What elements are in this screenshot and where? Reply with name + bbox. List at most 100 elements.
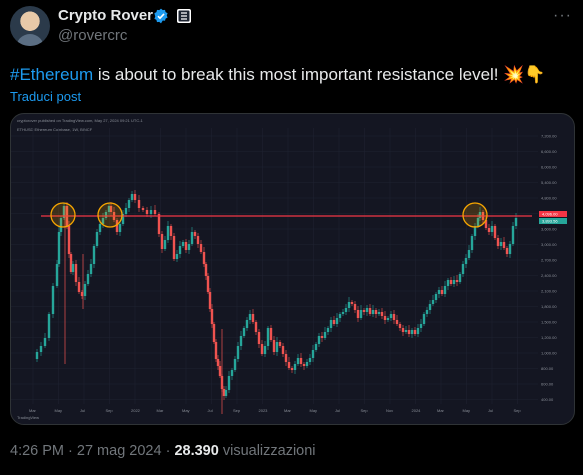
candle-body — [314, 344, 318, 350]
candle-body — [401, 328, 405, 332]
candle-body — [157, 214, 161, 234]
candle-body — [245, 320, 249, 328]
candle-body — [419, 324, 423, 328]
svg-text:3,893.56: 3,893.56 — [542, 219, 558, 224]
avatar[interactable] — [10, 6, 50, 46]
candle-body — [476, 218, 480, 226]
candle-body — [71, 264, 75, 272]
candle-body — [202, 252, 206, 264]
time-axis-label: Mar — [29, 408, 37, 413]
views-count: 28.390 — [174, 443, 219, 459]
candle-body — [67, 226, 71, 254]
candle-body — [458, 274, 462, 282]
candle-body — [508, 244, 512, 254]
tweet-time[interactable]: 4:26 PM — [10, 443, 64, 459]
time-axis-label: May — [463, 408, 471, 413]
candle-body — [440, 290, 444, 294]
candle-body — [83, 284, 87, 296]
candle-body — [389, 314, 393, 318]
time-axis-label: 2022 — [131, 408, 141, 413]
affiliate-badge-icon[interactable] — [176, 8, 192, 24]
candle-body — [212, 324, 216, 342]
candle-body — [278, 342, 282, 346]
current-price-tag: 4,096.00 — [539, 211, 567, 217]
hashtag-link[interactable]: #Ethereum — [10, 65, 94, 84]
candle-body — [248, 314, 252, 320]
candle-body — [428, 304, 432, 310]
candle-body — [199, 244, 203, 252]
candle-body — [190, 232, 194, 244]
time-axis-label: Sep — [106, 408, 114, 413]
candle-body — [484, 220, 488, 228]
author-name[interactable]: Crypto Rover — [58, 7, 154, 24]
candle-body — [216, 359, 220, 366]
candle-body — [431, 300, 435, 304]
tweet-date[interactable]: 27 mag 2024 — [76, 443, 162, 459]
candle-body — [443, 286, 447, 294]
price-axis-label: 1,200.00 — [541, 335, 557, 340]
candle-body — [505, 248, 509, 254]
chart-image[interactable]: cryptorover published on TradingView.com… — [10, 113, 575, 425]
translate-link[interactable]: Traduci post — [10, 89, 82, 104]
candle-body — [386, 318, 390, 320]
candle-body — [308, 358, 312, 362]
price-axis-label: 2,700.00 — [541, 258, 557, 263]
time-axis-label: Mar — [284, 408, 292, 413]
candle-body — [222, 389, 226, 396]
candle-body — [299, 358, 303, 364]
candle-body — [39, 346, 43, 352]
candle-body — [141, 208, 145, 210]
candle-body — [251, 314, 255, 322]
svg-text:4,096.00: 4,096.00 — [542, 212, 558, 217]
candle-body — [416, 328, 420, 334]
candle-body — [187, 244, 191, 250]
candle-body — [511, 226, 515, 244]
candle-body — [464, 258, 468, 264]
candle-body — [118, 224, 122, 232]
candle-body — [281, 346, 285, 354]
price-axis-label: 1,800.00 — [541, 304, 557, 309]
price-axis-label: 800.00 — [541, 366, 554, 371]
chart-symbol-text: ETHUSD Ethereum Coinbase, 1W, BINCF — [17, 127, 93, 132]
candle-body — [77, 282, 81, 292]
candle-body — [392, 314, 396, 320]
candle-body — [365, 308, 369, 312]
resistance-touch-circle — [97, 202, 123, 228]
time-axis-label: Sep — [514, 408, 522, 413]
candle-body — [329, 320, 333, 328]
candle-body — [368, 308, 372, 314]
candle-body — [172, 236, 176, 259]
candle-body — [55, 264, 59, 286]
eth-weekly-chart: cryptorover published on TradingView.com… — [11, 118, 567, 420]
candle-body — [104, 212, 108, 218]
candle-body — [86, 274, 90, 284]
candle-body — [356, 310, 360, 318]
more-options-icon[interactable]: ··· — [553, 7, 572, 24]
candle-body — [74, 264, 78, 282]
candle-body — [130, 194, 134, 200]
time-axis-label: May — [310, 408, 318, 413]
resistance-touch-circle — [50, 202, 76, 228]
candle-body — [269, 328, 273, 340]
candle-body — [514, 218, 518, 226]
candle-body — [263, 346, 267, 354]
candle-body — [383, 316, 387, 320]
candle-body — [57, 232, 61, 264]
chart-header-text: cryptorover published on TradingView.com… — [17, 118, 144, 123]
candle-body — [149, 210, 153, 214]
candle-body — [493, 226, 497, 238]
candle-body — [452, 280, 456, 284]
time-axis-label: 2023 — [259, 408, 269, 413]
candle-body — [380, 312, 384, 316]
candle-body — [311, 350, 315, 358]
tweet-meta: 4:26 PM · 27 mag 2024 · 28.390 visualizz… — [10, 443, 316, 459]
price-axis-label: 2,100.00 — [541, 289, 557, 294]
candle-body — [227, 376, 231, 390]
price-axis-label: 2,400.00 — [541, 273, 557, 278]
time-axis-label: Jul — [488, 408, 493, 413]
candle-body — [350, 302, 354, 304]
candle-body — [184, 242, 188, 250]
author-handle[interactable]: @rovercrc — [58, 27, 128, 44]
candle-body — [236, 346, 240, 359]
candle-body — [353, 304, 357, 310]
